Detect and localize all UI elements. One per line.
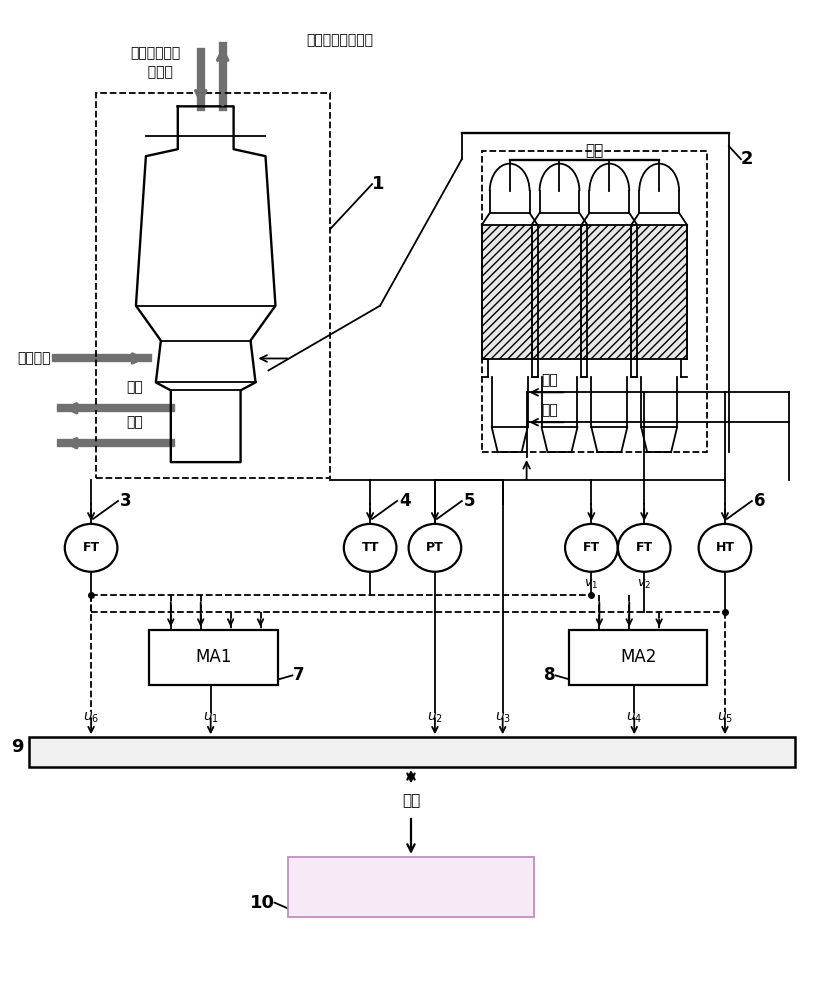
- Text: 通讯: 通讯: [402, 793, 420, 808]
- Text: FT: FT: [82, 541, 99, 554]
- Bar: [532, 225, 588, 359]
- Bar: [289, 857, 533, 917]
- Text: 6: 6: [754, 492, 765, 510]
- Text: 热风: 热风: [585, 143, 603, 158]
- Text: FT: FT: [635, 541, 653, 554]
- Bar: [581, 225, 637, 359]
- Text: $v_1$: $v_1$: [584, 578, 598, 591]
- Text: 富氧: 富氧: [542, 403, 558, 417]
- Text: 5: 5: [464, 492, 475, 510]
- Text: 矿石、焦炭、
  石灰等: 矿石、焦炭、 石灰等: [131, 47, 181, 79]
- Text: $u_{3}$: $u_{3}$: [495, 711, 510, 725]
- Text: 3: 3: [120, 492, 132, 510]
- Text: PT: PT: [426, 541, 444, 554]
- Ellipse shape: [565, 524, 617, 572]
- Text: MA2: MA2: [620, 648, 657, 666]
- Text: MA1: MA1: [196, 648, 232, 666]
- Text: 8: 8: [544, 666, 556, 684]
- Text: $u_{4}$: $u_{4}$: [626, 711, 643, 725]
- Text: $u_{6}$: $u_{6}$: [83, 711, 99, 725]
- Ellipse shape: [618, 524, 671, 572]
- Bar: [570, 630, 707, 685]
- Ellipse shape: [65, 524, 118, 572]
- Text: 7: 7: [293, 666, 304, 684]
- Text: 2: 2: [741, 150, 754, 168]
- Text: $v_2$: $v_2$: [637, 578, 651, 591]
- Text: 煤粉喷吹: 煤粉喷吹: [18, 351, 51, 365]
- Ellipse shape: [699, 524, 751, 572]
- Ellipse shape: [409, 524, 461, 572]
- Bar: [96, 93, 330, 478]
- Text: 冷风: 冷风: [542, 373, 558, 387]
- Text: 出铁: 出铁: [126, 415, 143, 429]
- Text: TT: TT: [362, 541, 379, 554]
- Text: $u_{2}$: $u_{2}$: [427, 711, 443, 725]
- Text: FT: FT: [583, 541, 600, 554]
- Text: HT: HT: [715, 541, 734, 554]
- Text: 出渣: 出渣: [126, 380, 143, 394]
- Text: 高炉煤气、炉尘等: 高炉煤气、炉尘等: [307, 34, 374, 48]
- Text: $u_{5}$: $u_{5}$: [717, 711, 733, 725]
- Text: 9: 9: [11, 738, 23, 756]
- Bar: [482, 225, 538, 359]
- Text: 10: 10: [249, 894, 275, 912]
- Text: 1: 1: [372, 175, 385, 193]
- Bar: [482, 151, 707, 452]
- Text: $u_{1}$: $u_{1}$: [203, 711, 219, 725]
- Bar: [149, 630, 279, 685]
- Bar: [631, 225, 687, 359]
- Bar: [30, 737, 795, 767]
- Text: 4: 4: [399, 492, 411, 510]
- Ellipse shape: [344, 524, 396, 572]
